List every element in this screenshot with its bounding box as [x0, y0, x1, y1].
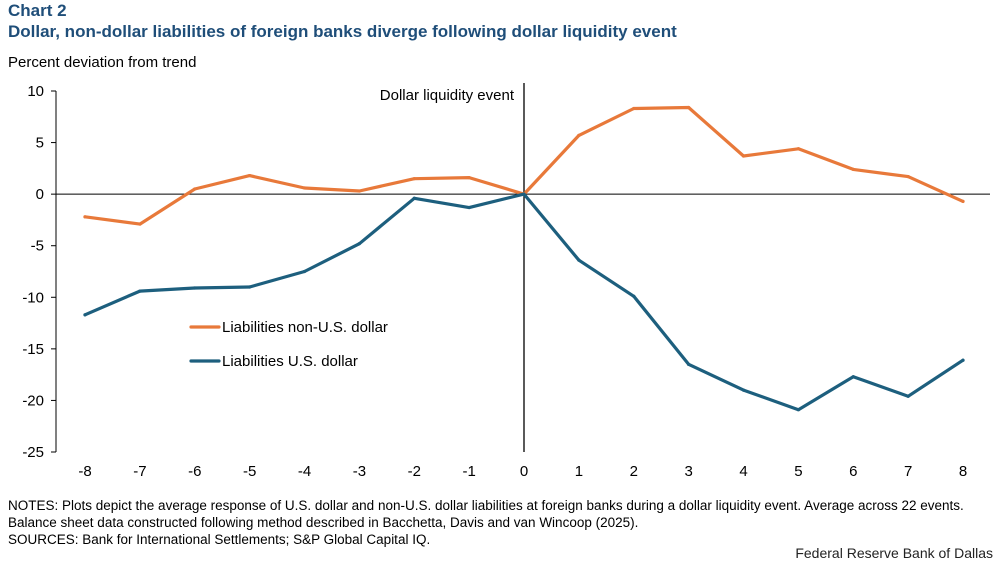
- y-tick-label: -20: [22, 392, 44, 409]
- x-tick-label: 0: [520, 463, 528, 480]
- data-point: [851, 167, 855, 171]
- data-point: [851, 375, 855, 379]
- source-credit: Federal Reserve Bank of Dallas: [795, 545, 993, 561]
- x-tick-label: -2: [408, 463, 421, 480]
- x-tick-label: 5: [794, 463, 802, 480]
- data-point: [138, 289, 142, 293]
- data-point: [467, 205, 471, 210]
- data-point: [687, 105, 691, 110]
- sources-text: SOURCES: Bank for International Settleme…: [8, 532, 431, 547]
- data-point: [467, 176, 471, 180]
- data-point: [961, 199, 965, 203]
- data-point: [796, 147, 800, 151]
- y-tick-label: 5: [36, 135, 44, 152]
- notes-text: NOTES: Plots depict the average response…: [8, 498, 964, 530]
- y-axis-unit-label: Percent deviation from trend: [8, 54, 197, 71]
- data-point: [632, 106, 636, 111]
- x-tick-label: -5: [243, 463, 256, 480]
- legend-label: Liabilities non-U.S. dollar: [222, 319, 388, 336]
- data-point: [796, 408, 800, 412]
- x-tick-label: -6: [188, 463, 201, 480]
- data-point: [687, 362, 691, 366]
- data-point: [906, 394, 910, 398]
- y-tick-label: 0: [36, 186, 44, 203]
- data-point: [193, 286, 197, 290]
- y-tick-label: -25: [22, 444, 44, 461]
- x-tick-label: -1: [462, 463, 475, 480]
- data-point: [83, 215, 87, 219]
- data-point: [138, 222, 142, 226]
- data-point: [302, 186, 307, 190]
- data-point: [193, 187, 197, 191]
- x-tick-label: -4: [298, 463, 311, 480]
- chart-title: Dollar, non-dollar liabilities of foreig…: [8, 22, 677, 41]
- data-point: [577, 133, 581, 137]
- data-point: [412, 177, 416, 181]
- legend-label: Liabilities U.S. dollar: [222, 353, 358, 370]
- data-point: [632, 294, 636, 298]
- data-point: [522, 192, 526, 196]
- data-point: [412, 196, 416, 200]
- data-point: [577, 258, 581, 262]
- data-point: [906, 175, 910, 179]
- x-tick-label: 1: [575, 463, 583, 480]
- x-tick-label: 3: [684, 463, 692, 480]
- x-tick-label: 6: [849, 463, 857, 480]
- event-annotation: Dollar liquidity event: [380, 87, 515, 104]
- y-tick-label: -10: [22, 289, 44, 306]
- x-tick-label: -7: [133, 463, 146, 480]
- data-point: [741, 388, 746, 392]
- data-point: [741, 154, 746, 158]
- chart-notes: NOTES: Plots depict the average response…: [8, 497, 993, 548]
- data-point: [248, 285, 252, 289]
- x-tick-label: -3: [353, 463, 366, 480]
- x-tick-label: 2: [630, 463, 638, 480]
- data-point: [248, 173, 252, 178]
- data-point: [357, 189, 361, 193]
- data-point: [961, 358, 965, 362]
- data-point: [83, 313, 87, 317]
- x-tick-label: 7: [904, 463, 912, 480]
- chart-number: Chart 2: [8, 1, 67, 20]
- y-tick-label: -15: [22, 341, 44, 358]
- x-tick-label: 8: [959, 463, 967, 480]
- y-tick-label: -5: [31, 238, 44, 255]
- x-tick-label: 4: [739, 463, 747, 480]
- y-tick-label: 10: [27, 83, 44, 100]
- x-tick-label: -8: [78, 463, 91, 480]
- data-point: [302, 269, 307, 274]
- data-point: [357, 242, 361, 246]
